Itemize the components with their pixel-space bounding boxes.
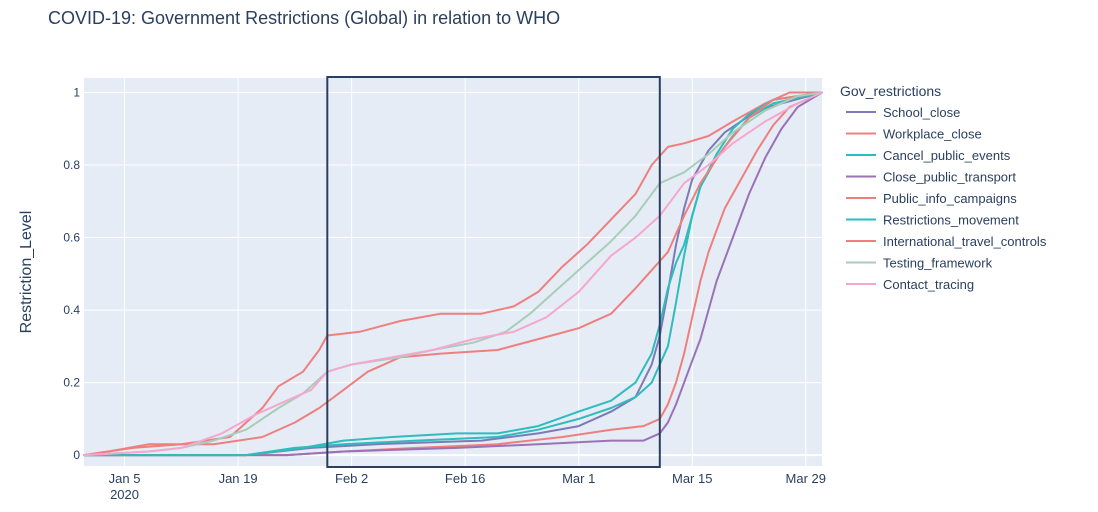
y-tick-label: 0.2 [63,376,80,390]
plot-area[interactable] [84,78,822,466]
legend: Gov_restrictions School_close Workplace_c… [840,83,1047,292]
series-line[interactable] [83,91,823,457]
series-line[interactable] [83,91,823,457]
legend-label[interactable]: School_close [883,105,960,120]
legend-label[interactable]: Public_info_campaigns [883,191,1017,206]
legend-title: Gov_restrictions [840,83,941,99]
x-tick-label: Feb 2 [335,471,368,486]
y-tick-label: 0.4 [63,303,80,317]
x-tick-label: Jan 5 [109,471,141,486]
highlight-box [326,76,661,468]
series-line[interactable] [83,91,823,457]
series-line[interactable] [83,91,823,457]
x-tick-label: Mar 15 [672,471,712,486]
y-tick-label: 0.8 [63,158,80,172]
legend-label[interactable]: International_travel_controls [883,234,1047,249]
x-tick-label: Feb 16 [445,471,485,486]
series-line[interactable] [83,91,823,457]
x-tick-label: Mar 1 [562,471,595,486]
y-tick-label: 1 [73,86,80,100]
legend-label[interactable]: Workplace_close [883,127,982,142]
legend-label[interactable]: Contact_tracing [883,277,974,292]
x-tick-label: Jan 19 [219,471,258,486]
chart-title: COVID-19: Government Restrictions (Globa… [48,8,560,28]
y-tick-label: 0.6 [63,231,80,245]
legend-label[interactable]: Cancel_public_events [883,148,1011,163]
x-tick-sublabel: 2020 [110,487,139,502]
y-tick-label: 0 [73,448,80,462]
grid [84,78,822,466]
legend-label[interactable]: Testing_framework [883,256,993,271]
legend-label[interactable]: Restrictions_movement [883,213,1019,228]
series-line[interactable] [83,91,823,457]
y-axis: 0 0.2 0.4 0.6 0.8 1 [63,86,80,463]
x-tick-label: Mar 29 [786,471,826,486]
series-line[interactable] [83,91,823,457]
y-axis-label: Restriction_Level [18,211,35,334]
legend-label[interactable]: Close_public_transport [883,170,1016,185]
